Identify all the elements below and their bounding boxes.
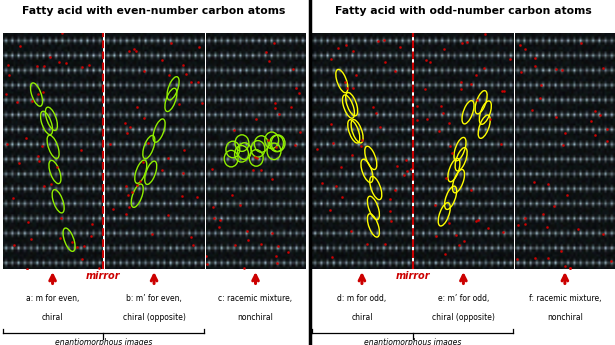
Text: chiral: chiral bbox=[351, 313, 373, 322]
Text: Fatty acid with even-number carbon atoms: Fatty acid with even-number carbon atoms bbox=[22, 6, 286, 16]
Text: f: racemic mixture,: f: racemic mixture, bbox=[529, 294, 601, 303]
Text: chiral (opposite): chiral (opposite) bbox=[122, 313, 186, 322]
Text: chiral: chiral bbox=[42, 313, 63, 322]
Text: Fatty acid with odd-number carbon atoms: Fatty acid with odd-number carbon atoms bbox=[335, 6, 592, 16]
Text: enantiomorphous images: enantiomorphous images bbox=[364, 338, 461, 345]
Text: nonchiral: nonchiral bbox=[547, 313, 583, 322]
Text: a: m for even,: a: m for even, bbox=[26, 294, 79, 303]
Text: nonchiral: nonchiral bbox=[237, 313, 274, 322]
Text: mirror: mirror bbox=[395, 271, 430, 281]
Text: e: m’ for odd,: e: m’ for odd, bbox=[438, 294, 489, 303]
Text: b: m’ for even,: b: m’ for even, bbox=[126, 294, 182, 303]
Text: chiral (opposite): chiral (opposite) bbox=[432, 313, 495, 322]
Text: c: racemic mixture,: c: racemic mixture, bbox=[218, 294, 293, 303]
Text: d: m for odd,: d: m for odd, bbox=[337, 294, 387, 303]
Text: enantiomorphous images: enantiomorphous images bbox=[55, 338, 152, 345]
Text: mirror: mirror bbox=[86, 271, 121, 281]
